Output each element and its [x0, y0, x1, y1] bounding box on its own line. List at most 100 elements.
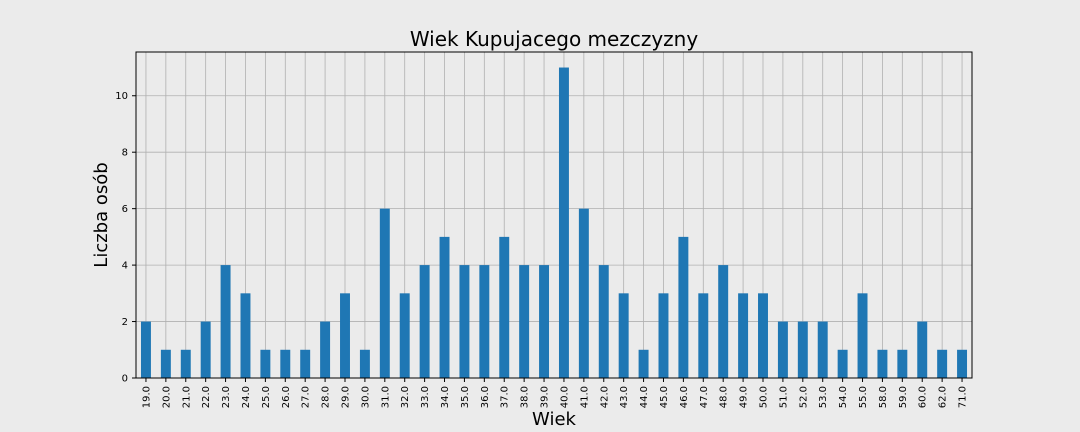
bar-52.0	[797, 321, 808, 378]
bar-36.0	[479, 265, 490, 378]
y-tick-label: 2	[122, 317, 128, 328]
x-tick-label: 37.0	[500, 386, 511, 408]
bar-25.0	[260, 349, 271, 378]
x-tick-label: 34.0	[440, 386, 451, 408]
bar-43.0	[618, 293, 629, 378]
bar-46.0	[678, 236, 689, 378]
bar-26.0	[280, 349, 291, 378]
x-tick-label: 26.0	[281, 386, 292, 408]
x-tick-label: 50.0	[759, 386, 770, 408]
bar-24.0	[240, 293, 251, 378]
x-tick-label: 29.0	[341, 386, 352, 408]
bar-54.0	[837, 349, 848, 378]
x-tick-label: 19.0	[141, 386, 152, 408]
bar-71.0	[957, 349, 968, 378]
bar-21.0	[180, 349, 191, 378]
y-tick-label: 8	[122, 148, 128, 159]
x-tick-label: 28.0	[321, 386, 332, 408]
bar-38.0	[519, 265, 530, 378]
bar-39.0	[539, 265, 550, 378]
bar-44.0	[638, 349, 649, 378]
x-tick-label: 55.0	[858, 386, 869, 408]
x-tick-label: 53.0	[818, 386, 829, 408]
x-tick-label: 22.0	[201, 386, 212, 408]
bar-33.0	[419, 265, 430, 378]
x-tick-label: 31.0	[380, 386, 391, 408]
x-tick-label: 21.0	[181, 386, 192, 408]
x-tick-label: 49.0	[739, 386, 750, 408]
bar-35.0	[459, 265, 470, 378]
x-tick-label: 36.0	[480, 386, 491, 408]
x-tick-label: 58.0	[878, 386, 889, 408]
x-tick-label: 71.0	[958, 386, 969, 408]
bar-30.0	[359, 349, 370, 378]
y-tick-label: 4	[122, 261, 128, 272]
x-tick-label: 39.0	[540, 386, 551, 408]
bar-19.0	[140, 321, 151, 378]
bar-49.0	[738, 293, 749, 378]
bar-55.0	[857, 293, 868, 378]
x-tick-label: 30.0	[360, 386, 371, 408]
x-tick-label: 51.0	[778, 386, 789, 408]
bar-58.0	[877, 349, 888, 378]
x-tick-label: 62.0	[938, 386, 949, 408]
bar-48.0	[718, 265, 729, 378]
grid-layer	[136, 52, 972, 379]
x-tick-label: 35.0	[460, 386, 471, 408]
bar-60.0	[917, 321, 928, 378]
chart-title: Wiek Kupujacego mezczyzny	[410, 27, 698, 51]
bar-28.0	[320, 321, 331, 378]
bar-53.0	[817, 321, 828, 378]
x-tick-label: 27.0	[301, 386, 312, 408]
bar-42.0	[598, 265, 609, 378]
x-tick-label: 52.0	[798, 386, 809, 408]
x-tick-layer: 19.0 20.0 21.0 22.0 23.0 24.0 25.0 26.0 27.0 28.0…	[141, 378, 969, 408]
x-tick-label: 38.0	[520, 386, 531, 408]
y-tick-layer: 0 2 4 6 8 10	[115, 91, 136, 385]
y-axis-title: Liczba osób	[91, 162, 112, 267]
x-tick-label: 23.0	[221, 386, 232, 408]
bar-23.0	[220, 265, 231, 378]
bars-layer	[140, 67, 968, 379]
x-tick-label: 45.0	[659, 386, 670, 408]
y-tick-label: 0	[122, 374, 128, 385]
bar-29.0	[340, 293, 350, 378]
x-tick-label: 20.0	[161, 386, 172, 408]
x-tick-label: 24.0	[241, 386, 252, 408]
x-tick-label: 41.0	[579, 386, 590, 408]
x-tick-label: 33.0	[420, 386, 431, 408]
x-tick-label: 43.0	[619, 386, 630, 408]
x-tick-label: 59.0	[898, 386, 909, 408]
bar-41.0	[578, 208, 589, 378]
bar-47.0	[698, 293, 709, 378]
x-tick-label: 44.0	[639, 386, 650, 408]
x-tick-label: 48.0	[719, 386, 730, 408]
bar-50.0	[758, 293, 768, 378]
bar-40.0	[558, 67, 569, 379]
bar-31.0	[379, 208, 390, 378]
bar-34.0	[439, 236, 450, 378]
bar-27.0	[300, 349, 311, 378]
x-tick-label: 32.0	[400, 386, 411, 408]
bar-22.0	[200, 321, 211, 378]
bar-45.0	[658, 293, 669, 378]
x-tick-label: 60.0	[918, 386, 929, 408]
x-tick-label: 42.0	[599, 386, 610, 408]
x-tick-label: 47.0	[699, 386, 710, 408]
bar-59.0	[897, 349, 908, 378]
bar-32.0	[399, 293, 410, 378]
x-tick-label: 46.0	[679, 386, 690, 408]
x-tick-label: 54.0	[838, 386, 849, 408]
bar-51.0	[777, 321, 788, 378]
x-axis-title: Wiek	[532, 409, 576, 430]
bar-20.0	[160, 349, 171, 378]
x-tick-label: 25.0	[261, 386, 272, 408]
y-tick-label: 6	[122, 204, 128, 215]
y-tick-label: 10	[115, 91, 128, 102]
x-tick-label: 40.0	[559, 386, 570, 408]
bar-37.0	[499, 236, 510, 378]
bar-62.0	[937, 349, 948, 378]
plot-frame	[135, 51, 973, 379]
